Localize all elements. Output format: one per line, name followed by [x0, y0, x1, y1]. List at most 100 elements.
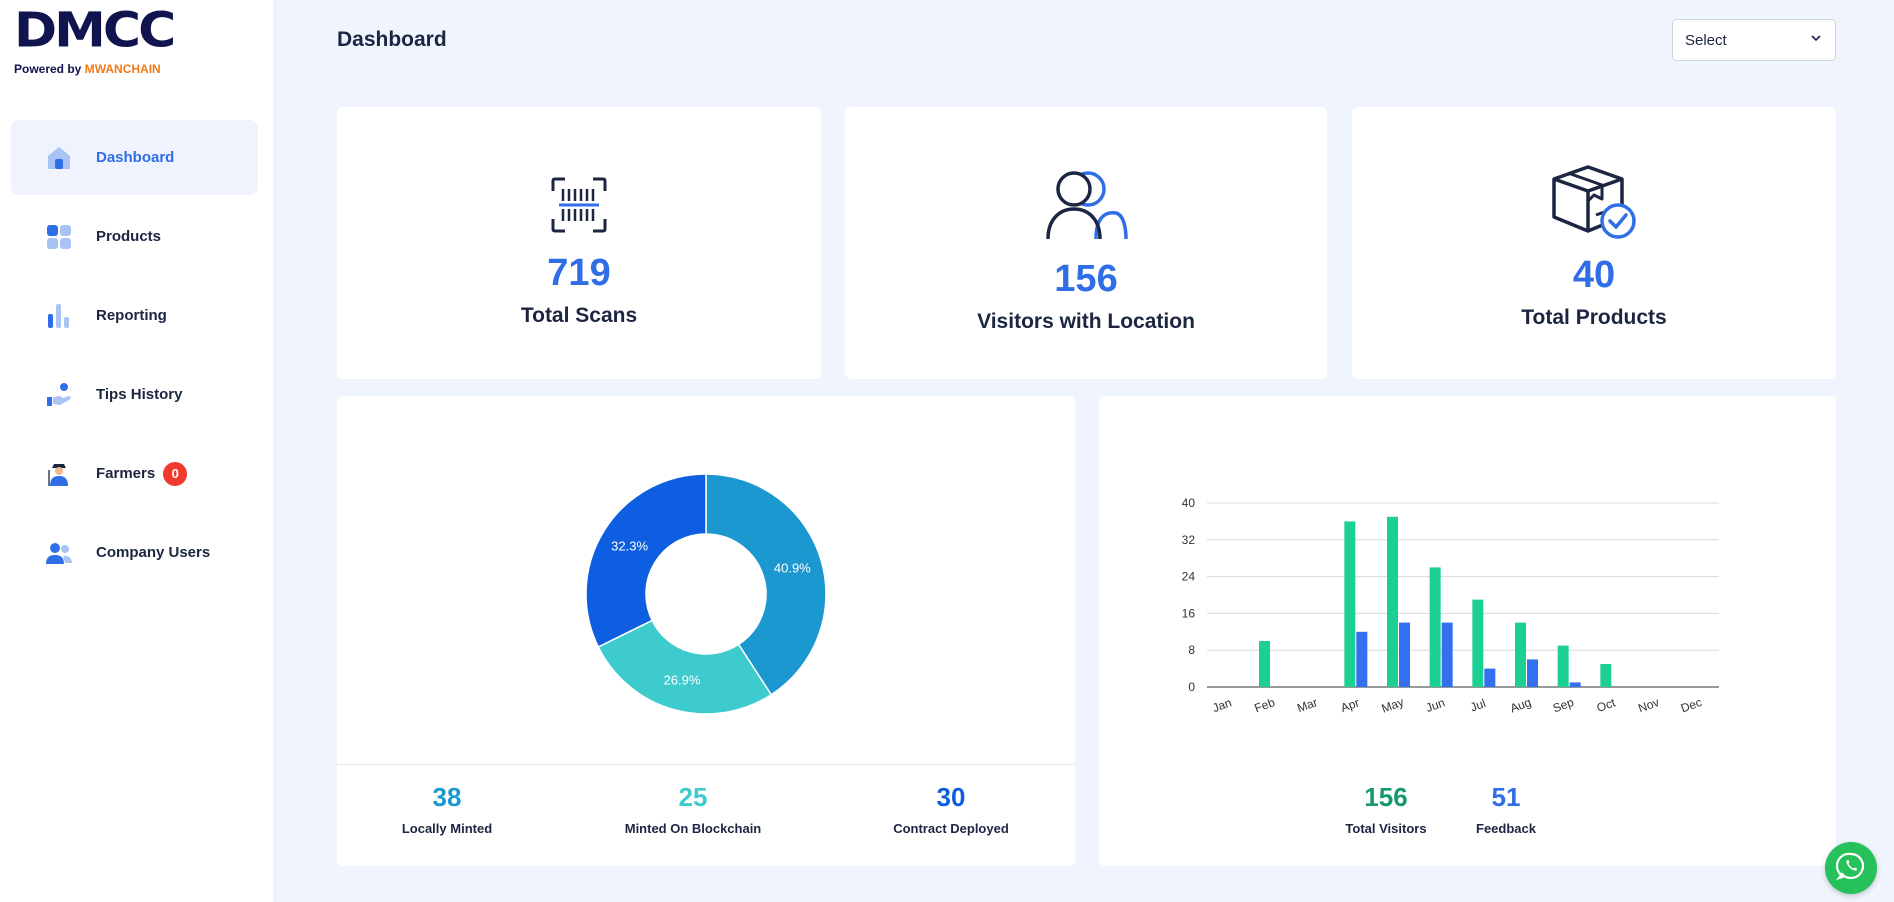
visitors-bar-chart: 0 8 16 24 32 40 Jan Feb Mar Apr May Jun Jul Aug Sep Oct…	[1182, 496, 1719, 716]
home-icon	[44, 143, 74, 173]
sidebar: DMCC Powered by MWANCHAIN Dashboard Prod…	[0, 0, 275, 902]
hand-coin-icon	[44, 380, 74, 410]
bar[interactable]	[1399, 622, 1410, 687]
y-tick-label: 16	[1182, 606, 1196, 620]
bar[interactable]	[1515, 622, 1526, 687]
users-icon	[44, 538, 74, 568]
visitors-chart-card: 0 8 16 24 32 40 Jan Feb Mar Apr May Jun Jul Aug Sep Oct…	[1099, 396, 1836, 866]
x-tick-label: Jul	[1468, 696, 1487, 714]
sidebar-item-dashboard[interactable]: Dashboard	[11, 120, 258, 195]
bar[interactable]	[1259, 641, 1270, 687]
stat-value: 40	[1572, 254, 1616, 296]
filter-select[interactable]: Select	[1672, 19, 1836, 61]
y-tick-label: 24	[1182, 570, 1196, 584]
bar[interactable]	[1344, 521, 1356, 687]
metric-total-visitors: 156 Total Visitors	[1311, 782, 1461, 836]
x-tick-label: Jan	[1210, 695, 1233, 715]
y-tick-label: 32	[1182, 533, 1196, 547]
barcode-scan-icon	[551, 177, 607, 238]
bar[interactable]	[1441, 622, 1453, 687]
y-tick-label: 8	[1188, 643, 1195, 657]
metric-label: Contract Deployed	[893, 821, 1009, 836]
metric-label: Total Visitors	[1345, 821, 1427, 836]
x-tick-label: Nov	[1636, 695, 1661, 715]
bar[interactable]	[1472, 599, 1484, 687]
farmers-count-badge: 0	[163, 461, 188, 486]
metric-locally-minted: 38 Locally Minted	[347, 782, 547, 836]
sidebar-item-label: Farmers	[96, 465, 156, 482]
filter-select-value: Select	[1685, 31, 1727, 49]
metric-label: Feedback	[1476, 821, 1536, 836]
stat-card-visitors-with-location: 156 Visitors with Location	[845, 107, 1327, 379]
whatsapp-icon	[1835, 851, 1866, 886]
bar[interactable]	[1600, 664, 1612, 687]
users-outline-icon	[1044, 167, 1128, 246]
metric-value: 38	[432, 782, 462, 812]
bar[interactable]	[1484, 668, 1496, 687]
metric-feedback: 51 Feedback	[1431, 782, 1581, 836]
metric-value: 156	[1364, 782, 1408, 812]
stat-card-total-scans: 719 Total Scans	[337, 107, 821, 379]
x-tick-label: Sep	[1551, 695, 1576, 716]
chevron-down-icon	[1809, 31, 1823, 49]
y-tick-label: 0	[1188, 680, 1195, 694]
x-tick-label: Jun	[1424, 695, 1447, 715]
x-tick-label: Oct	[1595, 695, 1618, 715]
logo-text: DMCC	[14, 3, 176, 59]
stat-value: 719	[547, 252, 611, 294]
metric-minted-on-blockchain: 25 Minted On Blockchain	[593, 782, 793, 836]
sidebar-item-label: Dashboard	[96, 149, 175, 166]
minting-chart-card: 40.9% 26.9% 32.3% 38 Locally Minted 25 Min…	[337, 396, 1075, 866]
powered-by-brand: MWANCHAIN	[84, 62, 161, 76]
logo[interactable]: DMCC Powered by MWANCHAIN	[14, 3, 176, 76]
powered-by-label: Powered by	[14, 62, 82, 76]
bar[interactable]	[1569, 682, 1581, 687]
metric-contract-deployed: 30 Contract Deployed	[851, 782, 1051, 836]
x-tick-label: Apr	[1339, 695, 1361, 715]
donut-slice[interactable]	[597, 619, 773, 715]
sidebar-item-label: Company Users	[96, 544, 211, 561]
bar[interactable]	[1527, 659, 1538, 687]
x-tick-label: May	[1380, 695, 1406, 716]
farmer-icon	[44, 459, 74, 489]
metric-value: 51	[1491, 782, 1521, 812]
donut-slice[interactable]	[705, 473, 827, 696]
metric-value: 30	[936, 782, 966, 812]
donut-slice[interactable]	[585, 473, 707, 648]
bar[interactable]	[1387, 516, 1398, 687]
sidebar-item-label: Products	[96, 228, 162, 245]
sidebar-item-products[interactable]: Products	[11, 199, 258, 274]
y-tick-label: 40	[1182, 496, 1196, 510]
bar-chart-icon	[44, 301, 74, 331]
bar[interactable]	[1429, 567, 1441, 687]
powered-by: Powered by MWANCHAIN	[14, 62, 173, 76]
sidebar-item-farmers[interactable]: Farmers 0	[11, 436, 258, 511]
sidebar-item-tips-history[interactable]: Tips History	[11, 357, 258, 432]
stat-label: Total Products	[1521, 306, 1667, 329]
card-divider	[337, 764, 1075, 765]
sidebar-item-label: Reporting	[96, 307, 167, 324]
metric-value: 25	[678, 782, 708, 812]
stat-label: Visitors with Location	[977, 310, 1195, 333]
metric-label: Locally Minted	[401, 821, 493, 836]
metric-label: Minted On Blockchain	[624, 821, 762, 836]
stat-label: Total Scans	[520, 304, 638, 327]
grid-icon	[44, 222, 74, 252]
donut-slice-label: 26.9%	[664, 673, 701, 688]
whatsapp-chat-button[interactable]	[1825, 842, 1877, 894]
x-tick-label: Dec	[1679, 695, 1704, 715]
sidebar-item-company-users[interactable]: Company Users	[11, 515, 258, 590]
x-tick-label: Aug	[1508, 695, 1533, 715]
box-check-icon	[1548, 159, 1640, 248]
page-title: Dashboard	[337, 28, 447, 51]
x-tick-label: Feb	[1253, 695, 1278, 715]
sidebar-item-reporting[interactable]: Reporting	[11, 278, 258, 353]
minting-donut-chart: 40.9% 26.9% 32.3%	[585, 473, 827, 715]
stat-card-total-products: 40 Total Products	[1352, 107, 1836, 379]
bar[interactable]	[1356, 631, 1368, 687]
donut-slice-label: 40.9%	[774, 561, 811, 576]
bar[interactable]	[1557, 645, 1569, 687]
stat-value: 156	[1054, 258, 1118, 300]
donut-slice-label: 32.3%	[611, 538, 648, 553]
x-tick-label: Mar	[1295, 695, 1319, 715]
